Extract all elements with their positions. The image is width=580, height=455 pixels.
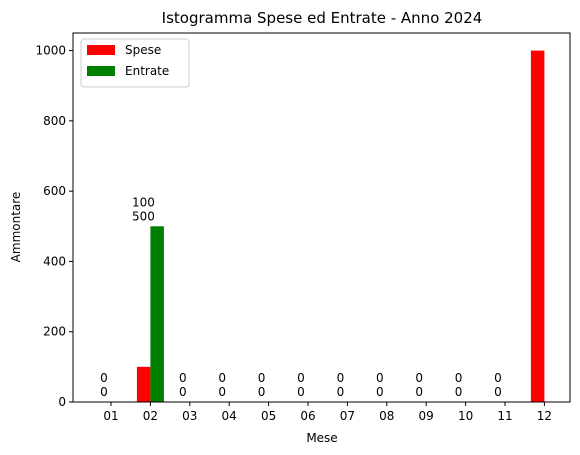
legend-swatch-entrate [87, 66, 115, 76]
data-label-09-2: 0 [415, 385, 423, 399]
data-label-11-1: 0 [494, 371, 502, 385]
y-tick-label-800: 800 [43, 114, 66, 128]
bars-group [136, 50, 545, 402]
y-axis-label: Ammontare [9, 192, 23, 263]
data-label-08-1: 0 [376, 371, 384, 385]
data-label-02-1: 100 [132, 195, 155, 209]
x-tick-label-11: 11 [497, 409, 512, 423]
legend: Spese Entrate [80, 38, 190, 88]
x-tick-label-03: 03 [182, 409, 197, 423]
plot-frame [72, 32, 571, 403]
y-tick-label-200: 200 [43, 325, 66, 339]
y-tick-label-0: 0 [58, 395, 66, 409]
data-label-02-2: 500 [132, 209, 155, 223]
y-tick-label-600: 600 [43, 184, 66, 198]
bar-entrate-02 [150, 226, 164, 402]
data-label-06-1: 0 [297, 371, 305, 385]
bar-spese-02 [136, 366, 151, 402]
x-tick-label-09: 09 [419, 409, 434, 423]
data-label-10-2: 0 [455, 385, 463, 399]
x-tick-label-02: 02 [143, 409, 158, 423]
data-label-07-2: 0 [337, 385, 345, 399]
data-label-04-1: 0 [218, 371, 226, 385]
x-tick-label-05: 05 [261, 409, 276, 423]
x-tick-label-08: 08 [379, 409, 394, 423]
legend-label-spese: Spese [125, 43, 161, 57]
data-label-05-2: 0 [258, 385, 266, 399]
x-tick-label-07: 07 [340, 409, 355, 423]
x-axis-label: Mese [306, 431, 337, 445]
bar-spese-12 [530, 50, 545, 402]
data-label-07-1: 0 [337, 371, 345, 385]
data-label-10-1: 0 [455, 371, 463, 385]
y-axis: 0 200 400 600 800 1000 [35, 44, 73, 409]
x-tick-label-04: 04 [222, 409, 237, 423]
data-label-11-2: 0 [494, 385, 502, 399]
data-label-01-1: 0 [100, 371, 108, 385]
chart-title: Istogramma Spese ed Entrate - Anno 2024 [162, 9, 483, 27]
y-tick-label-1000: 1000 [35, 44, 66, 58]
x-tick-label-01: 01 [103, 409, 118, 423]
data-label-05-1: 0 [258, 371, 266, 385]
y-tick-label-400: 400 [43, 254, 66, 268]
data-label-09-1: 0 [415, 371, 423, 385]
x-tick-label-10: 10 [458, 409, 473, 423]
data-label-06-2: 0 [297, 385, 305, 399]
legend-swatch-spese [87, 45, 115, 55]
data-label-04-2: 0 [218, 385, 226, 399]
data-label-03-1: 0 [179, 371, 187, 385]
data-label-08-2: 0 [376, 385, 384, 399]
legend-label-entrate: Entrate [125, 64, 169, 78]
data-label-03-2: 0 [179, 385, 187, 399]
x-tick-label-06: 06 [300, 409, 315, 423]
x-axis: 01 02 03 04 05 06 07 08 09 10 11 12 [103, 402, 552, 423]
data-label-01-2: 0 [100, 385, 108, 399]
x-tick-label-12: 12 [537, 409, 552, 423]
